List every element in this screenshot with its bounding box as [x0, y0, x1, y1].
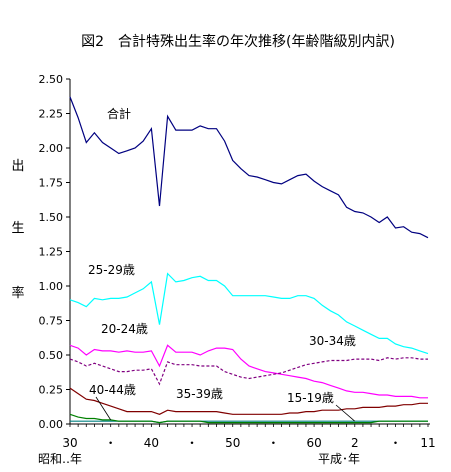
series-label: 30-34歳 [309, 334, 356, 348]
series-label: 25-29歳 [88, 263, 135, 277]
y-tick-label: 2.25 [39, 108, 64, 121]
y-tick-label: 2.00 [39, 142, 64, 155]
series-annotations: 合計 25-29歳 20-24歳 30-34歳 40-44歳 35-39歳 15-19歳 [88, 106, 356, 422]
x-tick-label: ・ [267, 436, 279, 450]
series-label: 15-19歳 [287, 391, 334, 405]
y-tick-label: 0.00 [39, 418, 64, 431]
x-tick-label: 30 [62, 436, 77, 450]
y-axis-label-char: 生 [11, 221, 24, 236]
x-tick-label: 50 [225, 436, 240, 450]
series-line-20-24歳 [69, 344, 428, 399]
label-leader-line [95, 396, 112, 421]
y-tick-label: 0.75 [39, 315, 64, 328]
y-axis-label: 出生率 [11, 159, 24, 301]
x-tick-label: ・ [389, 436, 401, 450]
series-line-30-34歳 [69, 357, 428, 386]
y-axis-label-char: 率 [11, 285, 24, 301]
series-label: 35-39歳 [176, 387, 223, 401]
series-label: 20-24歳 [101, 322, 148, 336]
series-label: 40-44歳 [89, 383, 136, 397]
series-line-合計 [69, 96, 429, 239]
x-tick-label: 11 [420, 436, 435, 450]
axes: 2.50 2.25 2.00 1.75 1.50 1.25 1.00 0.75 0.50 0.25… [39, 73, 430, 431]
era-label-showa: 昭和‥年 [38, 452, 82, 466]
x-tick-label: 60 [306, 436, 321, 450]
y-tick-label: 0.25 [39, 384, 64, 397]
chart-title: 図2 合計特殊出生率の年次推移(年齢階級別内訳) [81, 33, 395, 50]
y-tick-label: 1.75 [39, 177, 64, 190]
series-layer [69, 96, 429, 424]
series-label: 合計 [107, 106, 131, 121]
x-tick-label: ・ [186, 436, 198, 450]
y-tick-label: 2.50 [39, 73, 64, 86]
y-tick-label: 1.25 [39, 246, 64, 259]
series-line-25-29歳 [69, 272, 429, 355]
label-leader-line [335, 404, 356, 422]
series-line-40-44歳 [69, 413, 428, 424]
y-tick-label: 1.00 [39, 280, 64, 293]
x-tick-label: 40 [144, 436, 159, 450]
x-tick-label: 2 [351, 436, 359, 450]
x-axis-labels: 30 ・ 40 ・ 50 ・ 60 2 ・ 11 昭和‥年 平成･年 [38, 436, 436, 466]
y-tick-label: 1.50 [39, 211, 64, 224]
series-line-35-39歳 [69, 387, 428, 415]
era-label-heisei: 平成･年 [318, 452, 360, 466]
x-tick-label: ・ [105, 436, 117, 450]
y-tick-label: 0.50 [39, 349, 64, 362]
y-axis-label-char: 出 [11, 159, 24, 174]
